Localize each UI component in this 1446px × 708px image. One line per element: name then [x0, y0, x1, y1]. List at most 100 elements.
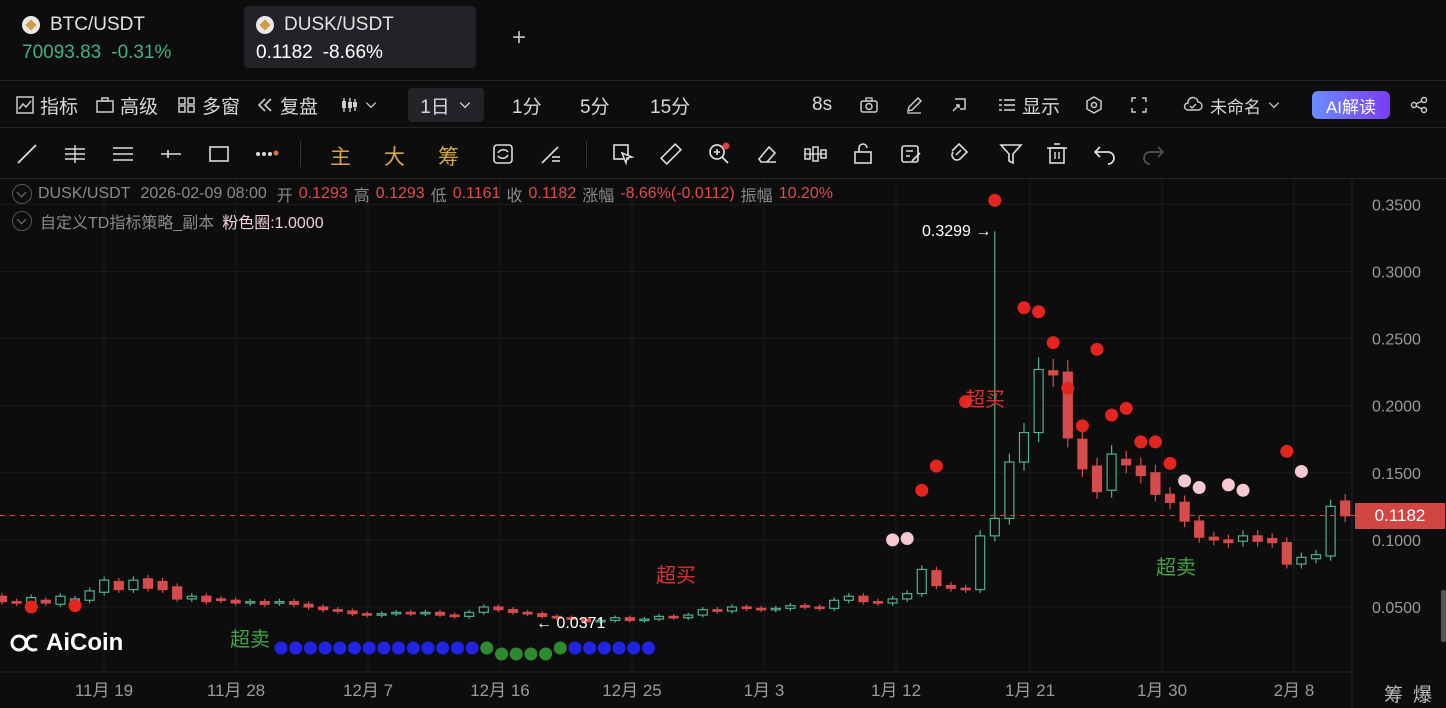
divider — [300, 141, 301, 167]
redo-icon[interactable] — [1140, 141, 1166, 167]
candle-up — [989, 517, 1000, 537]
tab-pair-label: BTC/USDT — [50, 14, 145, 35]
ohlc-legend: DUSK/USDT 2026-02-09 08:00 开 0.1293 高 0.12… — [12, 182, 833, 206]
last-price-tag: 0.1182 — [1355, 503, 1445, 529]
candle-up — [1237, 535, 1249, 542]
undo-icon[interactable] — [1092, 141, 1118, 167]
y-tick-label: 0.0500 — [1372, 600, 1421, 617]
td-bottom-dot — [553, 641, 567, 655]
candle-up — [916, 568, 927, 595]
td-bottom-dot — [348, 641, 361, 655]
ruler-icon[interactable] — [658, 141, 684, 167]
horizontal-lines-icon[interactable] — [110, 141, 136, 167]
candle-up — [391, 611, 402, 615]
sync-icon[interactable] — [490, 141, 516, 167]
advanced-button[interactable]: 高级 — [96, 81, 158, 129]
big-order-toggle[interactable]: 大 — [384, 146, 405, 169]
candle-down — [756, 607, 767, 611]
layout-name-label: 未命名 — [1210, 97, 1261, 117]
td-red-dot — [1280, 444, 1294, 458]
replay-button[interactable]: 复盘 — [256, 81, 318, 129]
x-tick-label: 12月 25 — [602, 681, 662, 700]
magnet-icon[interactable] — [946, 141, 972, 167]
multi-window-button[interactable]: 多窗 — [178, 81, 240, 129]
display-label: 显示 — [1022, 96, 1061, 118]
ai-analysis-button[interactable]: AI解读 — [1312, 91, 1390, 119]
interval-15m[interactable]: 15分 — [650, 96, 691, 118]
candle-up — [975, 535, 986, 591]
signal-annotation: 超卖 — [1156, 556, 1196, 579]
legend-high: 0.1293 — [375, 185, 425, 202]
horizontal-ray-icon[interactable] — [158, 141, 184, 167]
eraser-icon[interactable] — [754, 141, 780, 167]
filter-icon[interactable] — [998, 141, 1024, 167]
candle-pattern-icon[interactable] — [802, 141, 828, 167]
candle-up — [843, 595, 854, 601]
td-bottom-dot — [627, 641, 641, 655]
td-bottom-dot — [406, 641, 420, 655]
indicators-button[interactable]: 指标 — [16, 81, 78, 129]
pencil-icon[interactable] — [905, 81, 923, 129]
td-bottom-dot — [583, 641, 597, 655]
share-icon[interactable] — [1410, 81, 1428, 129]
y-tick-label: 0.2500 — [1372, 332, 1421, 349]
legend-low: 0.1161 — [452, 185, 501, 202]
candle-down — [1121, 458, 1132, 466]
legend-amplitude-label: 振幅 — [740, 188, 773, 205]
select-region-icon[interactable] — [610, 141, 636, 167]
parallel-lines-icon[interactable] — [62, 141, 88, 167]
settings-hex-icon[interactable] — [1085, 81, 1103, 129]
refresh-interval[interactable]: 8s — [812, 94, 833, 115]
collapse-icon[interactable] — [12, 184, 32, 204]
display-button[interactable]: 显示 — [998, 81, 1060, 129]
candle-down — [624, 617, 635, 622]
rectangle-icon[interactable] — [206, 141, 232, 167]
fullscreen-icon[interactable] — [1130, 81, 1148, 129]
interval-1m[interactable]: 1分 — [512, 96, 542, 118]
camera-icon[interactable] — [860, 81, 878, 129]
candle-up — [595, 619, 606, 623]
interval-5m[interactable]: 5分 — [580, 96, 610, 118]
interval-select[interactable]: 1日 — [408, 88, 484, 122]
tab-btc-usdt[interactable]: BTC/USDT 70093.83 -0.31% — [10, 6, 230, 68]
more-tools-icon[interactable] — [254, 141, 280, 167]
candle-up — [1004, 461, 1015, 520]
trend-line-icon[interactable] — [14, 141, 40, 167]
share-screen-icon[interactable] — [950, 81, 968, 129]
candle-down — [201, 595, 212, 603]
chart-type-dropdown[interactable] — [340, 81, 378, 129]
chips-burst-labels[interactable]: 筹爆 — [1384, 685, 1443, 706]
main-chart-toggle[interactable]: 主 — [330, 146, 351, 169]
indicator-name[interactable]: 自定义TD指标策略_副本 — [40, 215, 215, 232]
td-red-dot — [1017, 301, 1031, 315]
tab-dusk-usdt[interactable]: DUSK/USDT 0.1182 -8.66% — [244, 6, 476, 68]
candle-down — [493, 606, 504, 611]
y-tick-label: 0.1000 — [1372, 533, 1421, 550]
candle-down — [931, 570, 942, 587]
legend-symbol: DUSK/USDT — [38, 185, 131, 202]
candle-down — [960, 587, 971, 591]
measure-icon[interactable] — [538, 141, 564, 167]
candle-down — [449, 614, 460, 618]
trash-icon[interactable] — [1044, 141, 1070, 167]
price-chart[interactable]: 0.3500 0.3000 0.2500 0.2000 0.1500 0.1000 0.05… — [0, 180, 1446, 708]
note-edit-icon[interactable] — [898, 141, 924, 167]
symbol-tabs: BTC/USDT 70093.83 -0.31% DUSK/USDT 0.1182… — [0, 0, 1446, 80]
zoom-in-icon[interactable] — [706, 141, 732, 167]
layout-name-dropdown[interactable]: 未命名 — [1182, 81, 1281, 129]
candle-down — [712, 609, 723, 612]
candle-down — [537, 613, 548, 617]
collapse-icon[interactable] — [12, 211, 32, 231]
candle-up — [726, 606, 738, 612]
lock-icon[interactable] — [850, 141, 876, 167]
cloud-check-icon — [1183, 96, 1203, 111]
advanced-icon — [96, 97, 114, 113]
add-tab-icon[interactable]: + — [512, 24, 527, 51]
candle-down — [522, 611, 533, 615]
candle-down — [405, 611, 416, 615]
td-red-dot — [1032, 305, 1046, 319]
candle-down — [814, 606, 825, 610]
chips-toggle[interactable]: 筹 — [438, 146, 459, 169]
y-tick-label: 0.2000 — [1372, 399, 1421, 416]
candle-down — [1077, 438, 1088, 470]
